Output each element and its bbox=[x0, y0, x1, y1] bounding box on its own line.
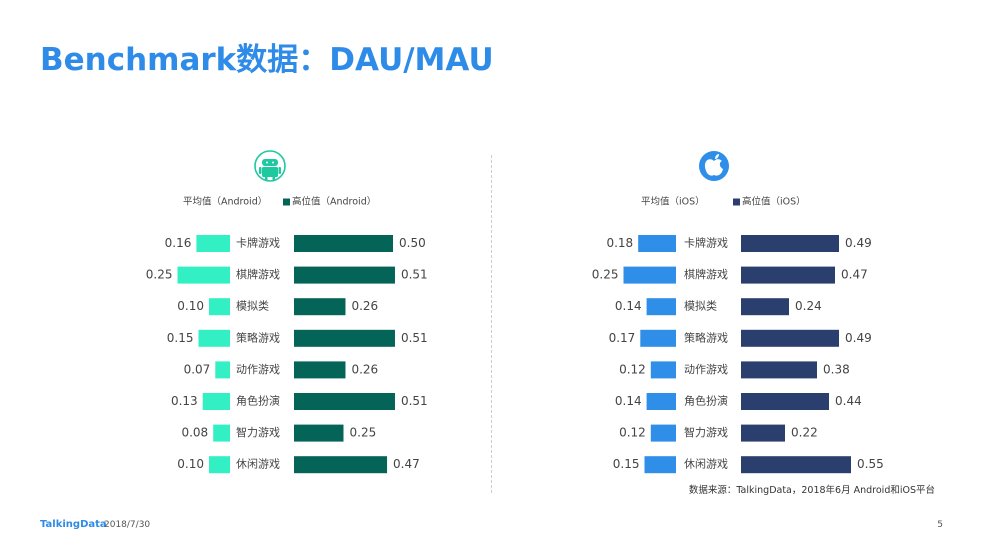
bar-ios-high bbox=[741, 424, 785, 442]
page-number: 5 bbox=[937, 520, 943, 530]
bar-android-high bbox=[294, 361, 346, 379]
value-label-ios-avg: 0.12 bbox=[619, 426, 646, 440]
bar-android-high bbox=[294, 393, 395, 410]
bar-android-high bbox=[294, 266, 395, 284]
bar-android-avg bbox=[209, 298, 230, 316]
bar-ios-high bbox=[741, 361, 817, 379]
apple-icon bbox=[699, 151, 729, 181]
value-label-android-high: 0.25 bbox=[350, 426, 377, 440]
category-label-android: 休闲游戏 bbox=[236, 457, 280, 471]
value-label-ios-high: 0.38 bbox=[823, 362, 850, 376]
value-label-android-avg: 0.08 bbox=[181, 426, 208, 440]
value-label-android-avg: 0.25 bbox=[146, 268, 173, 282]
value-label-ios-high: 0.47 bbox=[841, 268, 868, 282]
category-label-android: 策略游戏 bbox=[236, 330, 280, 344]
value-label-ios-avg: 0.12 bbox=[619, 362, 646, 376]
value-label-android-avg: 0.15 bbox=[167, 331, 194, 345]
category-label-ios: 策略游戏 bbox=[684, 330, 728, 344]
bar-ios-avg bbox=[644, 456, 676, 474]
value-label-android-avg: 0.10 bbox=[177, 457, 204, 471]
bar-ios-avg bbox=[638, 235, 676, 252]
value-label-ios-high: 0.44 bbox=[835, 394, 862, 408]
panel-divider bbox=[491, 155, 492, 493]
category-label-ios: 动作游戏 bbox=[684, 363, 728, 376]
bar-ios-avg bbox=[646, 393, 676, 410]
bar-ios-high bbox=[741, 298, 789, 316]
android-robot-icon bbox=[254, 150, 286, 182]
value-label-android-avg: 0.16 bbox=[165, 236, 192, 250]
value-label-ios-avg: 0.25 bbox=[592, 268, 619, 282]
bar-android-avg bbox=[209, 456, 230, 474]
bar-ios-high bbox=[741, 393, 829, 410]
category-label-android: 角色扮演 bbox=[236, 394, 280, 408]
value-label-android-high: 0.47 bbox=[393, 457, 420, 471]
bar-android-avg bbox=[177, 266, 230, 284]
dau-mau-benchmark-chart: 平均值（Android） 高位值（Android） 0.16 卡牌游戏 0.50 0.25… bbox=[146, 150, 884, 474]
category-label-ios: 智力游戏 bbox=[684, 425, 728, 439]
legend-ios-high-swatch bbox=[733, 198, 740, 206]
value-label-android-high: 0.26 bbox=[351, 299, 378, 313]
bar-android-avg bbox=[196, 235, 230, 252]
bar-ios-high bbox=[741, 329, 839, 347]
legend-ios-high: 高位值（iOS） bbox=[742, 196, 806, 208]
bar-ios-avg bbox=[623, 266, 676, 284]
value-label-android-high: 0.51 bbox=[401, 331, 428, 345]
bar-android-avg bbox=[213, 424, 230, 442]
value-label-ios-avg: 0.17 bbox=[609, 331, 636, 345]
category-label-android: 智力游戏 bbox=[236, 425, 280, 439]
bar-android-high bbox=[294, 424, 344, 442]
category-label-ios: 卡牌游戏 bbox=[684, 236, 728, 250]
bar-android-high bbox=[294, 329, 395, 347]
bar-android-avg bbox=[202, 393, 230, 410]
bar-ios-avg bbox=[640, 329, 676, 347]
footer-brand-logo: TalkingData bbox=[40, 519, 107, 530]
legend-android-high: 高位值（Android） bbox=[292, 196, 376, 208]
value-label-ios-high: 0.49 bbox=[845, 236, 872, 250]
page-title: Benchmark数据：DAU/MAU bbox=[40, 42, 494, 78]
value-label-ios-high: 0.55 bbox=[857, 457, 884, 471]
value-label-ios-avg: 0.14 bbox=[615, 299, 642, 313]
bar-ios-high bbox=[741, 456, 851, 474]
value-label-android-high: 0.51 bbox=[401, 268, 428, 282]
value-label-android-avg: 0.10 bbox=[177, 299, 204, 313]
value-label-ios-high: 0.49 bbox=[845, 331, 872, 345]
bar-android-high bbox=[294, 298, 346, 316]
value-label-ios-avg: 0.14 bbox=[615, 394, 642, 408]
value-label-android-high: 0.26 bbox=[351, 362, 378, 376]
value-label-android-high: 0.51 bbox=[401, 394, 428, 408]
value-label-ios-high: 0.24 bbox=[795, 299, 822, 313]
value-label-ios-avg: 0.18 bbox=[606, 236, 633, 250]
bar-android-avg bbox=[215, 361, 230, 379]
bar-ios-high bbox=[741, 266, 835, 284]
legend-ios-avg: 平均值（iOS） bbox=[641, 196, 705, 208]
bar-ios-avg bbox=[646, 298, 676, 316]
value-label-android-avg: 0.07 bbox=[184, 362, 211, 376]
category-label-android: 卡牌游戏 bbox=[236, 236, 280, 250]
legend-android-high-swatch bbox=[283, 198, 290, 206]
value-label-ios-avg: 0.15 bbox=[613, 457, 640, 471]
source-note: 数据来源：TalkingData，2018年6月 Android和iOS平台 bbox=[688, 485, 935, 496]
category-label-ios: 棋牌游戏 bbox=[684, 267, 728, 281]
bar-android-high bbox=[294, 235, 393, 252]
value-label-ios-high: 0.22 bbox=[791, 426, 818, 440]
footer-date: 2018/7/30 bbox=[104, 520, 151, 530]
category-label-ios: 休闲游戏 bbox=[684, 457, 728, 471]
value-label-android-avg: 0.13 bbox=[171, 394, 198, 408]
legend-android-avg: 平均值（Android） bbox=[183, 196, 267, 208]
category-label-ios: 角色扮演 bbox=[684, 394, 728, 408]
value-label-android-high: 0.50 bbox=[399, 236, 426, 250]
bar-ios-avg bbox=[650, 424, 676, 442]
category-label-android: 动作游戏 bbox=[236, 363, 280, 376]
category-label-android: 模拟类 bbox=[236, 299, 269, 313]
category-label-android: 棋牌游戏 bbox=[236, 267, 280, 281]
bar-android-avg bbox=[198, 329, 230, 347]
category-label-ios: 模拟类 bbox=[684, 299, 717, 313]
bar-android-high bbox=[294, 456, 388, 474]
bar-ios-avg bbox=[650, 361, 676, 379]
bar-ios-high bbox=[741, 235, 839, 252]
